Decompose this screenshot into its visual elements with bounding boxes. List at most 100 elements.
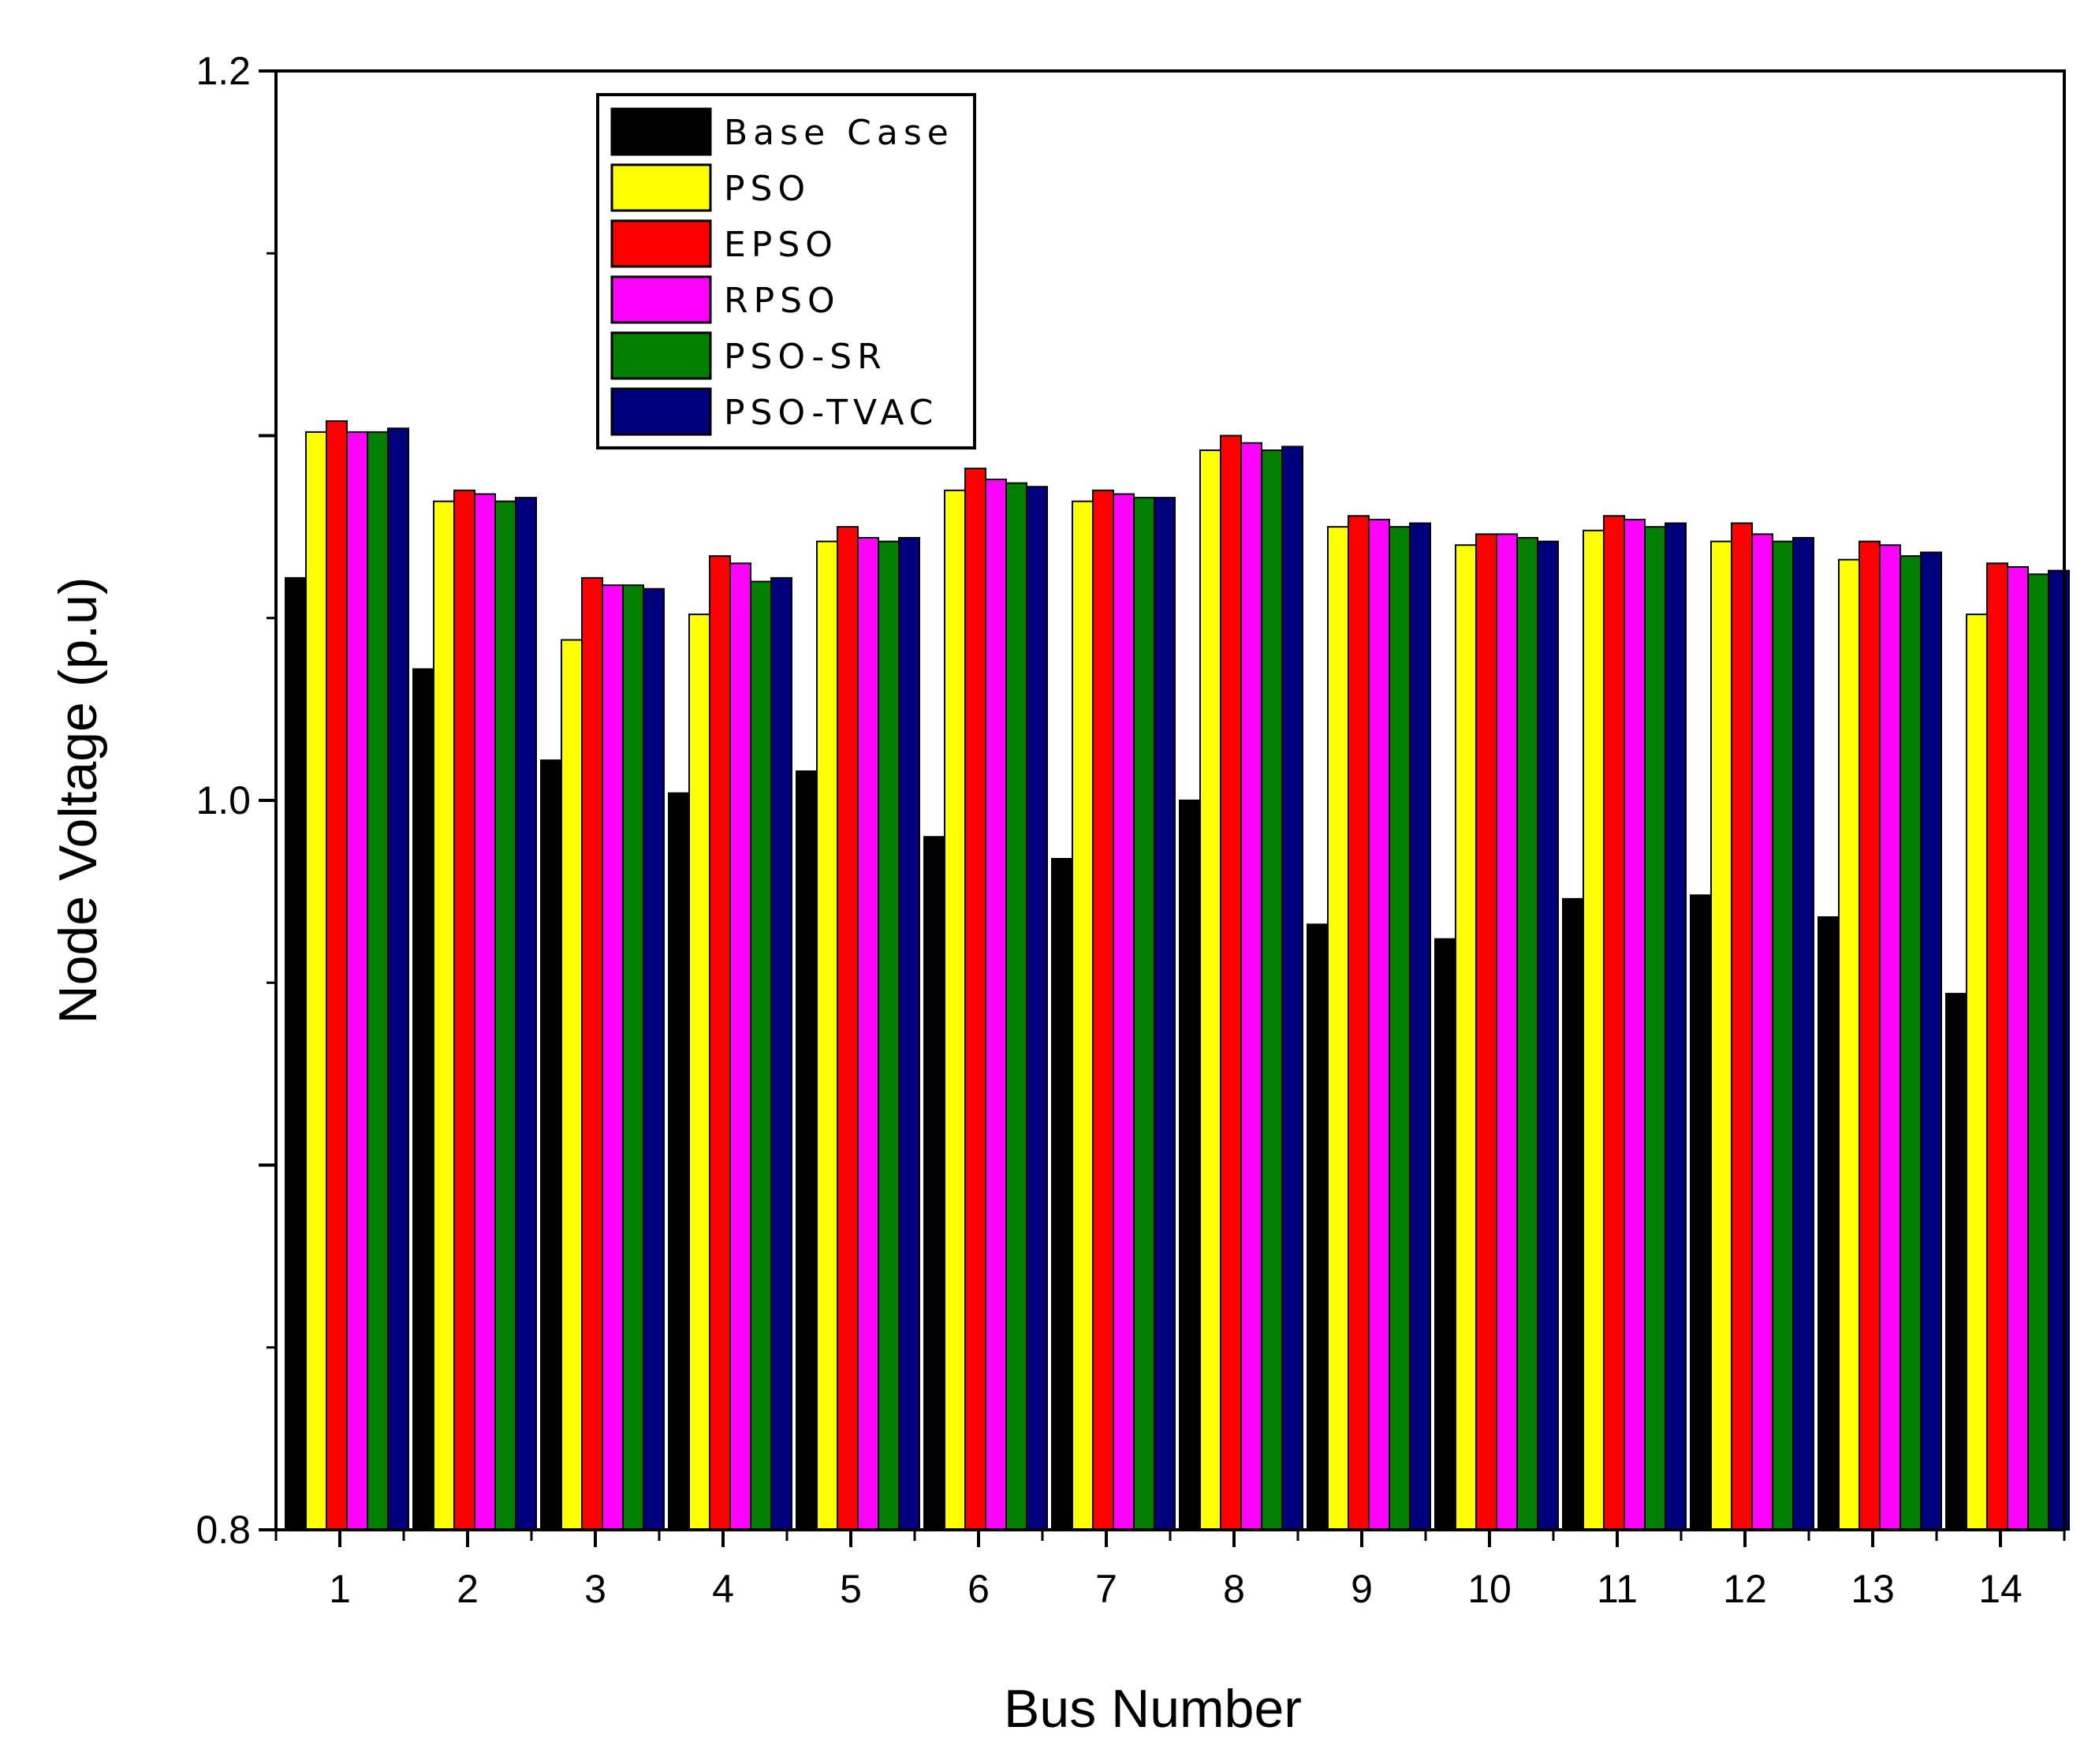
y-tick-label: 1.0 — [196, 778, 251, 822]
bar-pso-sr-bus-2 — [494, 500, 516, 1531]
bar-pso-sr-bus-11 — [1644, 526, 1666, 1531]
bar-pso-tvac-bus-3 — [643, 587, 665, 1531]
legend-item: EPSO — [610, 219, 838, 268]
bar-rpso-bus-2 — [474, 493, 496, 1531]
bar-base-case-bus-13 — [1818, 916, 1840, 1531]
bar-pso-bus-7 — [1072, 500, 1094, 1531]
bar-rpso-bus-6 — [985, 479, 1007, 1531]
x-tick-label: 3 — [584, 1567, 606, 1611]
legend-item: PSO-TVAC — [610, 387, 938, 436]
legend-label: RPSO — [724, 281, 841, 321]
legend-label: PSO-SR — [724, 337, 887, 377]
bar-pso-bus-4 — [688, 613, 710, 1531]
x-tick-label: 6 — [967, 1567, 990, 1611]
bar-epso-bus-4 — [709, 555, 731, 1531]
y-tick-label: 0.8 — [196, 1508, 251, 1552]
bar-pso-sr-bus-7 — [1133, 497, 1155, 1531]
bar-rpso-bus-3 — [602, 584, 624, 1531]
bar-pso-tvac-bus-1 — [387, 427, 409, 1531]
bar-epso-bus-14 — [1986, 562, 2008, 1531]
bar-epso-bus-10 — [1475, 533, 1497, 1531]
legend-item: PSO-SR — [610, 331, 887, 380]
legend-label: PSO-TVAC — [724, 393, 938, 433]
legend-swatch — [610, 219, 712, 268]
bar-pso-bus-2 — [433, 500, 455, 1531]
x-tick-label: 11 — [1597, 1567, 1638, 1611]
bar-base-case-bus-12 — [1690, 894, 1712, 1531]
bar-pso-tvac-bus-6 — [1026, 486, 1048, 1531]
bar-pso-sr-bus-9 — [1389, 526, 1411, 1531]
x-tick-label: 4 — [712, 1567, 734, 1611]
bar-pso-tvac-bus-7 — [1154, 497, 1176, 1531]
bar-pso-bus-9 — [1327, 526, 1349, 1531]
legend-label: EPSO — [724, 225, 838, 265]
bar-pso-sr-bus-6 — [1005, 482, 1027, 1531]
x-tick-label: 2 — [457, 1567, 479, 1611]
legend-label: PSO — [724, 169, 811, 209]
bar-epso-bus-11 — [1603, 515, 1625, 1531]
y-axis-title: Node Voltage (p.u) — [48, 576, 108, 1024]
legend-swatch — [610, 107, 712, 156]
bar-pso-sr-bus-12 — [1772, 540, 1794, 1531]
x-tick-label: 12 — [1723, 1567, 1767, 1611]
plot-frame — [274, 69, 2066, 1531]
bar-pso-bus-6 — [944, 489, 966, 1531]
bar-base-case-bus-10 — [1434, 938, 1456, 1531]
bar-pso-tvac-bus-9 — [1409, 522, 1431, 1531]
bar-rpso-bus-11 — [1624, 518, 1646, 1531]
bars-group — [285, 420, 2070, 1531]
x-tick-label: 13 — [1851, 1567, 1895, 1611]
bar-rpso-bus-1 — [346, 431, 368, 1531]
bar-pso-bus-12 — [1710, 540, 1732, 1531]
legend: Base Case PSO EPSO RPSO PSO-SR PSO-TVAC — [596, 93, 976, 449]
bar-epso-bus-9 — [1348, 515, 1370, 1531]
bar-epso-bus-1 — [326, 420, 348, 1531]
bar-pso-sr-bus-10 — [1516, 537, 1538, 1531]
bar-epso-bus-5 — [837, 526, 859, 1531]
bar-pso-sr-bus-13 — [1900, 555, 1922, 1531]
bar-epso-bus-3 — [581, 576, 603, 1531]
bar-pso-sr-bus-1 — [367, 431, 389, 1531]
bar-epso-bus-2 — [453, 489, 475, 1531]
bar-pso-tvac-bus-8 — [1281, 446, 1303, 1531]
bar-base-case-bus-4 — [668, 792, 690, 1531]
bar-pso-tvac-bus-4 — [770, 576, 792, 1531]
legend-swatch — [610, 331, 712, 380]
x-tick-label: 14 — [1978, 1567, 2023, 1611]
legend-item: PSO — [610, 163, 811, 212]
bar-pso-tvac-bus-11 — [1665, 522, 1687, 1531]
bar-base-case-bus-14 — [1945, 993, 1967, 1531]
bar-pso-sr-bus-3 — [622, 584, 644, 1531]
legend-swatch — [610, 163, 712, 212]
bar-pso-bus-14 — [1966, 613, 1988, 1531]
x-axis-title: Bus Number — [1004, 1679, 1302, 1739]
bar-base-case-bus-8 — [1179, 800, 1201, 1531]
bar-pso-bus-10 — [1455, 544, 1477, 1531]
bar-epso-bus-12 — [1731, 522, 1753, 1531]
bar-pso-sr-bus-5 — [878, 540, 900, 1531]
bar-rpso-bus-4 — [729, 562, 751, 1531]
bar-pso-bus-3 — [561, 639, 583, 1531]
x-tick-label: 7 — [1095, 1567, 1117, 1611]
legend-item: RPSO — [610, 275, 841, 324]
bar-pso-bus-8 — [1199, 449, 1221, 1531]
y-tick-label: 1.2 — [196, 49, 251, 93]
bar-rpso-bus-9 — [1368, 518, 1390, 1531]
bar-pso-tvac-bus-14 — [2048, 569, 2070, 1531]
bar-epso-bus-13 — [1859, 540, 1881, 1531]
bar-rpso-bus-7 — [1113, 493, 1135, 1531]
bar-pso-tvac-bus-10 — [1537, 540, 1559, 1531]
legend-item: Base Case — [610, 107, 954, 156]
legend-label: Base Case — [724, 113, 954, 153]
x-tick-label: 5 — [840, 1567, 862, 1611]
bar-base-case-bus-1 — [285, 576, 307, 1531]
bar-rpso-bus-12 — [1751, 533, 1773, 1531]
bar-pso-bus-11 — [1583, 529, 1605, 1531]
bar-base-case-bus-5 — [796, 770, 818, 1531]
bar-base-case-bus-9 — [1307, 923, 1329, 1531]
bar-pso-sr-bus-4 — [750, 580, 772, 1531]
bar-rpso-bus-14 — [2007, 566, 2029, 1531]
bar-pso-bus-13 — [1838, 558, 1860, 1531]
bar-rpso-bus-10 — [1496, 533, 1518, 1531]
